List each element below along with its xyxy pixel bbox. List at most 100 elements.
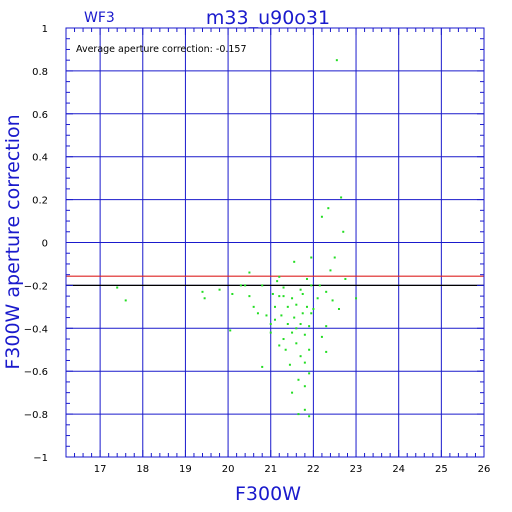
chart-title: m33_u90o31 <box>206 7 330 29</box>
data-point <box>299 323 302 326</box>
x-tick-label: 26 <box>478 464 491 475</box>
data-point <box>344 277 347 280</box>
x-tick-label: 25 <box>435 464 448 475</box>
data-point <box>301 292 304 295</box>
data-point <box>239 284 242 287</box>
y-axis-label: F300W aperture correction <box>2 114 24 369</box>
y-tick-label: 0.6 <box>32 110 48 121</box>
x-tick-label: 19 <box>179 464 192 475</box>
data-point <box>295 303 298 306</box>
grid-lines <box>66 27 485 458</box>
data-point <box>320 215 323 218</box>
data-point <box>282 295 285 298</box>
y-tick-label: −0.2 <box>24 281 48 292</box>
y-tick-label: 0 <box>42 239 48 250</box>
data-point <box>229 329 232 332</box>
data-point <box>303 361 306 364</box>
x-tick-label: 24 <box>392 464 405 475</box>
data-point <box>274 305 276 308</box>
data-point <box>282 286 285 289</box>
y-tick-label: 0.2 <box>32 196 48 207</box>
data-point <box>286 323 289 326</box>
y-tick-label: 1 <box>42 24 48 35</box>
data-point <box>203 297 206 300</box>
data-point <box>261 365 264 368</box>
data-point <box>308 325 311 328</box>
data-point <box>116 286 119 289</box>
y-tick-labels: −1 −0.8 −0.6 −0.4 −0.2 0 0.2 0.4 0.6 0.8 1 <box>24 24 48 464</box>
data-point <box>308 372 311 375</box>
y-tick-label: 0.4 <box>32 153 48 164</box>
data-point <box>310 284 313 287</box>
y-tick-label: −0.4 <box>24 324 48 335</box>
y-tick-label: −0.6 <box>24 367 48 378</box>
data-point <box>312 307 315 310</box>
data-point <box>299 355 302 358</box>
y-tick-label: −0.8 <box>24 410 48 421</box>
data-point <box>248 271 251 274</box>
x-tick-label: 23 <box>350 464 363 475</box>
data-point <box>278 344 281 347</box>
data-point <box>331 299 334 302</box>
data-point <box>282 338 285 341</box>
data-point <box>308 348 311 351</box>
x-tick-labels: 17 18 19 20 21 22 23 24 25 26 <box>94 464 491 475</box>
data-point <box>261 284 264 287</box>
data-point <box>218 288 221 291</box>
data-point <box>276 280 279 283</box>
data-point <box>265 314 268 317</box>
data-point <box>231 292 234 295</box>
data-point <box>293 316 296 319</box>
data-point <box>284 348 287 351</box>
x-tick-label: 20 <box>222 464 235 475</box>
data-point <box>274 318 276 321</box>
data-point <box>299 288 302 291</box>
data-point <box>305 305 308 308</box>
data-point <box>310 256 313 259</box>
data-point <box>256 312 259 315</box>
x-tick-label: 21 <box>264 464 277 475</box>
data-point <box>337 307 340 310</box>
data-point <box>335 59 338 62</box>
x-tick-label: 22 <box>307 464 320 475</box>
data-point <box>301 312 304 315</box>
data-point <box>329 269 332 272</box>
data-point <box>291 331 294 334</box>
data-point <box>288 363 291 366</box>
data-point <box>305 277 308 280</box>
x-tick-label: 18 <box>136 464 149 475</box>
tick-marks <box>65 27 485 458</box>
data-point <box>303 333 306 336</box>
data-point <box>269 331 272 334</box>
data-point <box>320 335 323 338</box>
data-point <box>325 350 328 353</box>
data-point <box>293 260 296 263</box>
average-correction-annotation: Average aperture correction: -0.157 <box>76 44 247 55</box>
data-point <box>316 297 319 300</box>
data-point <box>248 295 251 298</box>
data-point <box>303 408 306 411</box>
data-point <box>297 378 300 381</box>
data-point <box>325 290 328 293</box>
camera-label: WF3 <box>84 10 115 26</box>
data-point <box>355 297 358 300</box>
data-point <box>291 391 294 394</box>
data-point <box>280 314 283 317</box>
data-point <box>201 290 204 293</box>
x-axis-label: F300W <box>235 483 301 505</box>
data-point <box>244 284 247 287</box>
x-tick-label: 17 <box>94 464 107 475</box>
data-point <box>271 292 274 295</box>
y-tick-label: −1 <box>33 453 48 464</box>
data-point <box>291 297 294 300</box>
data-point <box>342 230 345 233</box>
data-point <box>295 327 298 330</box>
y-tick-label: 0.8 <box>32 67 48 78</box>
data-point <box>333 256 336 259</box>
data-point <box>308 415 311 418</box>
data-point <box>269 323 272 326</box>
data-point <box>340 196 343 199</box>
data-point <box>303 385 306 388</box>
data-point <box>327 207 330 210</box>
